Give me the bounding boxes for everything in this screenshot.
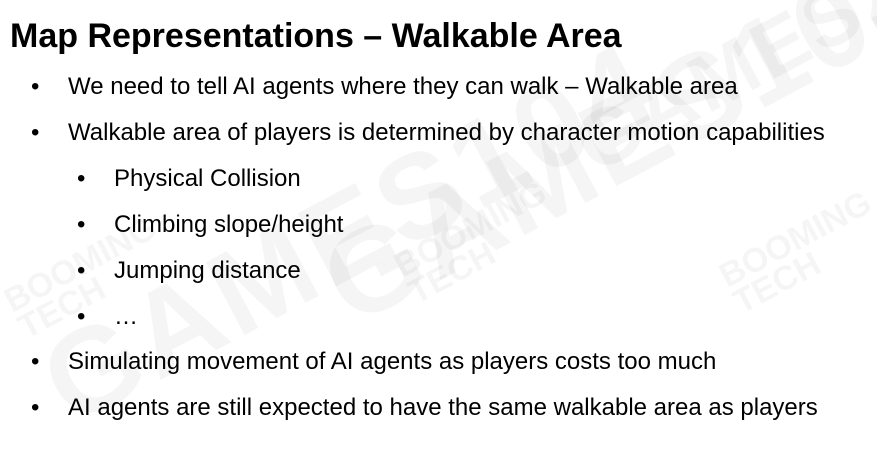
bullet-text: AI agents are still expected to have the… (68, 394, 818, 421)
sub-bullet-item: • Climbing slope/height (0, 208, 877, 242)
sub-bullet-text: Climbing slope/height (114, 211, 344, 238)
sub-bullet-text: Jumping distance (114, 257, 301, 284)
bullet-item: • AI agents are still expected to have t… (0, 391, 877, 425)
bullet-dot: • (77, 257, 86, 284)
sub-bullet-text: … (114, 303, 138, 330)
bullet-text: Simulating movement of AI agents as play… (68, 348, 717, 375)
bullet-dot: • (31, 394, 40, 421)
bullet-dot: • (77, 211, 86, 238)
slide-title: Map Representations – Walkable Area (10, 17, 622, 55)
bullet-dot: • (31, 119, 40, 146)
sub-bullet-item: • … (0, 300, 877, 334)
bullet-dot: • (77, 165, 86, 192)
bullet-text: We need to tell AI agents where they can… (68, 73, 738, 100)
bullet-item: • Simulating movement of AI agents as pl… (0, 345, 877, 379)
bullet-dot: • (31, 73, 40, 100)
bullet-text: Walkable area of players is determined b… (68, 119, 825, 146)
bullet-item: • We need to tell AI agents where they c… (0, 70, 877, 104)
sub-bullet-text: Physical Collision (114, 165, 301, 192)
bullet-item: • Walkable area of players is determined… (0, 116, 877, 150)
bullet-dot: • (31, 348, 40, 375)
bullet-list: • We need to tell AI agents where they c… (0, 70, 877, 425)
sub-bullet-item: • Physical Collision (0, 162, 877, 196)
sub-bullet-item: • Jumping distance (0, 254, 877, 288)
bullet-dot: • (77, 303, 86, 330)
